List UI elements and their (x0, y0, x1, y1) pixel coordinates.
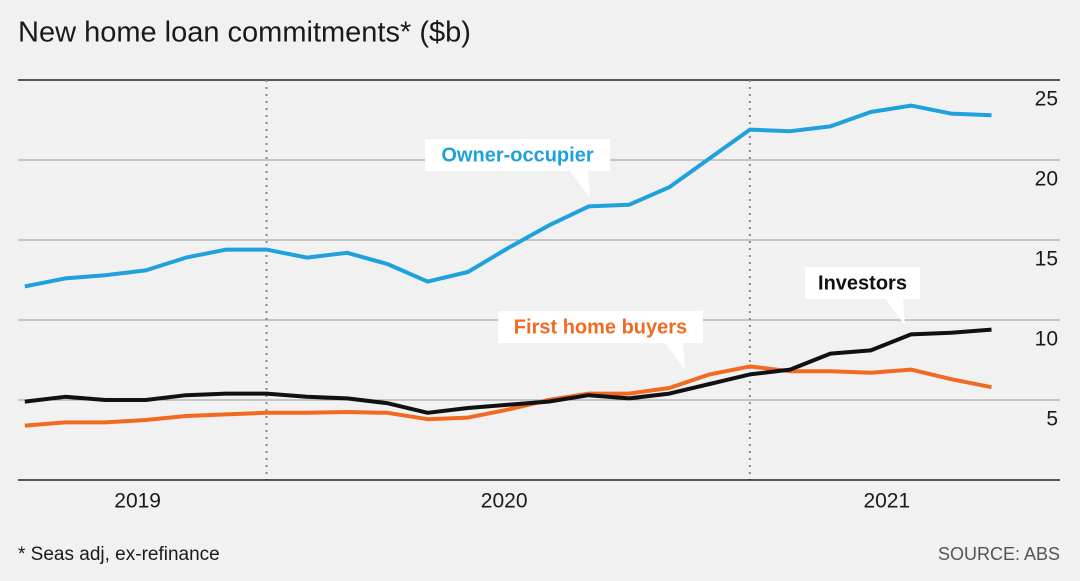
callout-pointer (570, 171, 590, 198)
legend-label: First home buyers (514, 316, 687, 338)
callout-pointer (885, 299, 905, 325)
legend-label: Investors (818, 272, 907, 294)
callout-box (425, 139, 610, 171)
legend-label: Owner-occupier (441, 144, 593, 166)
footnote: * Seas adj, ex-refinance (18, 544, 220, 565)
y-tick-label: 5 (1046, 408, 1058, 431)
y-tick-label: 20 (1035, 168, 1058, 191)
chart-title: New home loan commitments* ($b) (18, 17, 471, 49)
x-tick-label: 2019 (114, 490, 161, 513)
series-line (24, 103, 992, 289)
series-line (24, 364, 992, 428)
x-tick-label: 2021 (863, 490, 910, 513)
callout-pointer (665, 343, 685, 370)
x-tick-label: 2020 (481, 490, 528, 513)
callout-box (805, 267, 920, 299)
source: SOURCE: ABS (938, 544, 1060, 564)
y-tick-label: 15 (1035, 248, 1058, 271)
y-tick-label: 10 (1035, 328, 1058, 351)
callout-box (498, 311, 703, 343)
y-tick-label: 25 (1035, 88, 1058, 111)
series-line (24, 327, 992, 415)
